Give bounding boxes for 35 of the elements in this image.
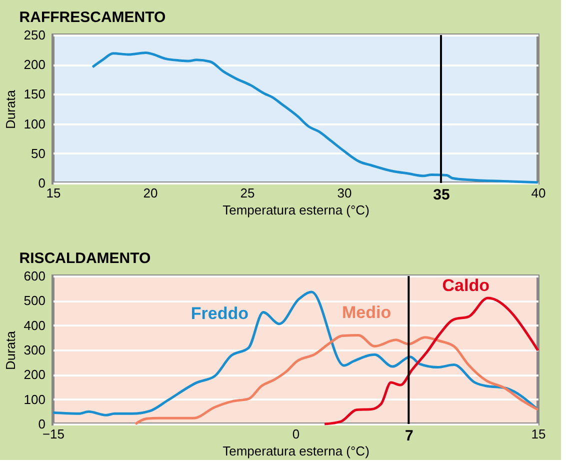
y-axis-title: Durata bbox=[2, 330, 18, 370]
x-axis-title: Temperatura esterna (°C) bbox=[222, 202, 370, 218]
x-tick-label: 25 bbox=[240, 186, 255, 200]
y-tick-label: 50 bbox=[31, 146, 46, 161]
x-tick-label: 15 bbox=[531, 426, 546, 442]
y-tick-label: 500 bbox=[24, 293, 46, 308]
x-tick-label: 35 bbox=[433, 186, 450, 204]
line-series bbox=[323, 296, 540, 426]
y-tick-label: 100 bbox=[24, 116, 46, 132]
x-tick-label: 0 bbox=[292, 426, 300, 442]
y-tick-label: 100 bbox=[24, 392, 46, 407]
chart-title: RISCALDAMENTO bbox=[19, 250, 152, 267]
x-tick-label: 15 bbox=[46, 186, 61, 200]
x-tick-label: 30 bbox=[337, 186, 352, 200]
series-label: Medio bbox=[342, 303, 392, 322]
y-axis-title: Durata bbox=[2, 89, 18, 130]
x-tick-label: 20 bbox=[143, 186, 158, 200]
y-tick-label: 250 bbox=[24, 28, 46, 42]
x-tick-label: 7 bbox=[404, 428, 414, 444]
y-tick-label: 0 bbox=[38, 416, 46, 432]
series-label: Caldo bbox=[442, 276, 490, 295]
x-tick-label: 40 bbox=[531, 186, 546, 200]
y-tick-label: 0 bbox=[38, 176, 46, 190]
y-tick-label: 150 bbox=[24, 86, 46, 102]
y-tick-label: 300 bbox=[24, 342, 46, 358]
y-tick-label: 200 bbox=[24, 57, 46, 72]
y-tick-label: 400 bbox=[24, 318, 46, 333]
series-label: Freddo bbox=[190, 304, 248, 324]
y-tick-label: 600 bbox=[24, 268, 46, 284]
line-series bbox=[91, 52, 540, 184]
x-axis-title: Temperatura esterna (°C) bbox=[222, 444, 370, 458]
chart-title: RAFFRESCAMENTO bbox=[19, 9, 166, 26]
line-series bbox=[52, 290, 540, 416]
y-tick-label: 200 bbox=[24, 367, 46, 382]
line-series bbox=[134, 334, 540, 426]
